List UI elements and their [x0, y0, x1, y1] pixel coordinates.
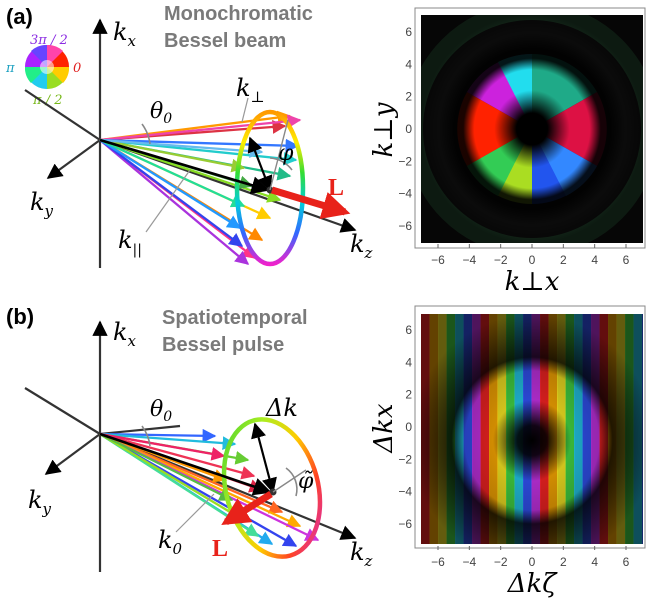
dk-label: Δk [265, 394, 298, 422]
k-vector-b [99, 432, 272, 496]
cone-ring-a [234, 109, 306, 267]
kz-label-a: kz [350, 230, 373, 262]
L-arrow-a [270, 186, 351, 219]
plot-a-ytick: −4 [398, 187, 412, 201]
panel-a-title-line2: Bessel beam [164, 30, 286, 52]
plot-a-ytick: 6 [405, 25, 412, 39]
plot-a-ylabel: k⊥y [369, 102, 399, 157]
dk-arrow [251, 422, 277, 494]
plot-b-ticks: −6 −4 −2 0 2 4 6 6 4 2 0 −2 −4 −6 [398, 323, 629, 569]
theta-label-b: θ0 [150, 397, 172, 425]
plot-b-xtick: 4 [591, 555, 598, 569]
k-vector-a [99, 138, 270, 195]
plot-b-image [421, 314, 643, 544]
wheel-label-left: π [5, 61, 15, 76]
kpar-label: k|| [118, 226, 142, 258]
plot-b-ytick: −2 [398, 452, 412, 466]
plot-b-xtick: −4 [462, 555, 476, 569]
plot-b-ytick: 0 [405, 420, 412, 434]
plot-b [414, 305, 646, 549]
ky-axis [46, 139, 101, 179]
plot-b-ytick: 2 [405, 388, 412, 402]
plot-a-xlabel: k⊥x [505, 267, 560, 297]
plot-b-xtick: 0 [529, 555, 536, 569]
plot-a-ytick: −6 [398, 219, 412, 233]
L-label-b: L [212, 536, 228, 562]
plot-a-image [421, 15, 643, 243]
plot-a-ytick: 0 [405, 122, 412, 136]
wheel-label-bottom: π / 2 [32, 93, 62, 108]
plot-b-xlabel: Δkζ [507, 569, 559, 599]
kperp-label: k⊥ [236, 74, 265, 106]
phi-label-a: φ [278, 141, 294, 166]
plot-b-xtick: −6 [431, 555, 445, 569]
wheel-label-top: 3π / 2 [30, 33, 68, 48]
panel-b: (b) Spatiotemporal Bessel pulse [6, 304, 646, 572]
plot-a-ytick: 2 [405, 90, 412, 104]
plot-a-xtick: −6 [431, 253, 445, 267]
phi-label-b: φ̃ [298, 469, 314, 494]
L-arrow-b [221, 491, 273, 525]
ky-label-a: ky [30, 188, 54, 220]
axes-a [24, 18, 357, 268]
plot-b-ylabel: Δkx [369, 403, 399, 454]
plot-b-ytick: −4 [398, 485, 412, 499]
wheel-label-right: 0 [73, 61, 81, 76]
kperp-arrow [247, 136, 273, 192]
plot-b-xtick: 6 [623, 555, 630, 569]
plot-a-ticks: −6 −4 −2 0 2 4 6 6 4 2 0 −2 −4 −6 [398, 25, 629, 267]
plot-a-xtick: 2 [560, 253, 567, 267]
L-label-a: L [328, 175, 344, 201]
plot-a-xtick: 4 [591, 253, 598, 267]
panel-b-title-line2: Bessel pulse [162, 334, 284, 356]
panel-a-tag: (a) [6, 4, 33, 29]
theta-label-a: θ0 [150, 99, 172, 127]
plot-b-ytick: 6 [405, 323, 412, 337]
plot-b-xtick: −2 [494, 555, 508, 569]
kx-label-b: kx [113, 318, 137, 350]
panel-b-title-line1: Spatiotemporal [162, 307, 308, 329]
plot-b-ytick: −6 [398, 517, 412, 531]
k0-label: k0 [158, 526, 183, 558]
kx-label-a: kx [113, 18, 137, 50]
panel-b-tag: (b) [6, 304, 34, 329]
phase-color-wheel: 3π / 2 π 0 π / 2 [5, 33, 81, 108]
plot-a-ytick: 4 [405, 57, 412, 71]
plot-a-xtick: −2 [494, 253, 508, 267]
plot-a-ytick: −2 [398, 154, 412, 168]
plot-a-xtick: 0 [529, 253, 536, 267]
panel-a: (a) Monochromatic Bessel beam 3π / 2 π 0… [5, 3, 646, 268]
panel-a-title-line1: Monochromatic [164, 3, 313, 25]
plot-a-xtick: −4 [462, 253, 476, 267]
kz-label-b: kz [350, 538, 373, 570]
plot-b-ytick: 4 [405, 355, 412, 369]
cone-arrows-b [99, 428, 320, 547]
plot-a [414, 7, 646, 249]
plot-a-xtick: 6 [623, 253, 630, 267]
ky-axis-b [44, 433, 101, 475]
plot-b-xtick: 2 [560, 555, 567, 569]
ky-label-b: ky [28, 486, 52, 518]
